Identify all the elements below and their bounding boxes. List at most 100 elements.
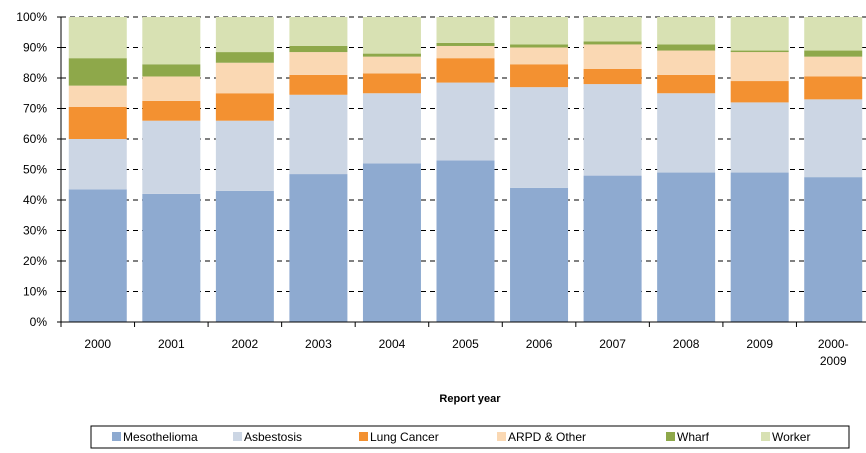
bar-segment-mesothelioma bbox=[730, 172, 789, 322]
y-tick-label: 70% bbox=[23, 102, 47, 116]
y-tick-label: 10% bbox=[23, 285, 47, 299]
legend-label: Worker bbox=[772, 430, 810, 444]
bar-segment-mesothelioma bbox=[68, 189, 127, 322]
bar-segment-mesothelioma bbox=[142, 193, 201, 322]
legend-item: Worker bbox=[761, 430, 810, 444]
bar-segment-asbestosis bbox=[215, 120, 274, 191]
bar-segment-lung-cancer bbox=[657, 74, 716, 94]
bar-segment-lung-cancer bbox=[362, 73, 421, 94]
bar-segment-mesothelioma bbox=[289, 174, 348, 322]
bar-segment-asbestosis bbox=[657, 93, 716, 173]
y-tick-label: 50% bbox=[23, 163, 47, 177]
bar-segment-arpd-other bbox=[804, 56, 863, 77]
bar-segment-arpd-other bbox=[215, 62, 274, 94]
y-tick-label: 20% bbox=[23, 254, 47, 268]
bar-segment-asbestosis bbox=[583, 84, 642, 176]
bar-segment-wharf bbox=[804, 50, 863, 57]
bar-segment-arpd-other bbox=[436, 45, 495, 59]
bar-segment-worker bbox=[289, 17, 348, 46]
bar-segment-lung-cancer bbox=[583, 68, 642, 85]
legend-swatch bbox=[666, 432, 675, 441]
x-tick-label: 2006 bbox=[526, 337, 553, 351]
bar-segment-arpd-other bbox=[68, 85, 127, 107]
legend-label: Asbestosis bbox=[244, 430, 302, 444]
bar-segment-lung-cancer bbox=[142, 100, 201, 121]
bar-segment-asbestosis bbox=[362, 93, 421, 164]
y-tick-label: 0% bbox=[30, 315, 48, 329]
bar-segment-wharf bbox=[289, 45, 348, 53]
bar-segment-wharf bbox=[583, 41, 642, 45]
bar-segment-arpd-other bbox=[289, 52, 348, 75]
y-tick-label: 40% bbox=[23, 193, 47, 207]
bar-segment-worker bbox=[436, 17, 495, 43]
bar-segment-worker bbox=[142, 17, 201, 65]
bar-segment-lung-cancer bbox=[215, 93, 274, 121]
x-tick-label: 2005 bbox=[452, 337, 479, 351]
bar-segment-mesothelioma bbox=[362, 163, 421, 322]
bar-segment-arpd-other bbox=[583, 44, 642, 69]
x-tick-label: 2000-2009 bbox=[818, 337, 849, 368]
x-tick-label: 2009 bbox=[746, 337, 773, 351]
x-tick-label: 2000 bbox=[84, 337, 111, 351]
legend-swatch bbox=[761, 432, 770, 441]
y-tick-label: 80% bbox=[23, 71, 47, 85]
x-tick-label: 2008 bbox=[673, 337, 700, 351]
bar-segment-asbestosis bbox=[730, 102, 789, 173]
legend-swatch bbox=[112, 432, 121, 441]
bar-segment-lung-cancer bbox=[510, 64, 569, 88]
bar-segment-arpd-other bbox=[142, 76, 201, 101]
legend-item: Asbestosis bbox=[233, 430, 302, 444]
bar-segment-asbestosis bbox=[804, 99, 863, 178]
bar-segment-arpd-other bbox=[510, 47, 569, 65]
y-tick-label: 60% bbox=[23, 132, 47, 146]
bar-segment-lung-cancer bbox=[730, 81, 789, 103]
bar-segment-worker bbox=[362, 17, 421, 54]
bar-segment-wharf bbox=[68, 58, 127, 86]
x-tick-label: 2004 bbox=[379, 337, 406, 351]
bar-segment-wharf bbox=[657, 44, 716, 51]
legend-label: Lung Cancer bbox=[370, 430, 439, 444]
legend-swatch bbox=[359, 432, 368, 441]
x-tick-label: 2007 bbox=[599, 337, 626, 351]
bar-segment-mesothelioma bbox=[583, 175, 642, 322]
bar-segment-lung-cancer bbox=[436, 58, 495, 83]
legend-item: Wharf bbox=[666, 430, 710, 444]
bar-area bbox=[68, 17, 863, 322]
bar-segment-wharf bbox=[510, 44, 569, 48]
bar-segment-worker bbox=[215, 17, 274, 53]
x-tick-label: 2003 bbox=[305, 337, 332, 351]
bar-segment-worker bbox=[730, 17, 789, 51]
bar-segment-worker bbox=[68, 17, 127, 59]
legend-label: Wharf bbox=[677, 430, 710, 444]
legend-item: Lung Cancer bbox=[359, 430, 439, 444]
bar-segment-mesothelioma bbox=[804, 177, 863, 322]
bar-segment-wharf bbox=[436, 42, 495, 46]
x-tick-labels: 2000 2001 2002 2003 2004 2005 2006 2007 2008 2009… bbox=[84, 337, 848, 368]
bar-segment-mesothelioma bbox=[657, 172, 716, 322]
x-axis-label: Report year bbox=[439, 393, 501, 405]
bar-segment-worker bbox=[583, 17, 642, 42]
legend-label: ARPD & Other bbox=[508, 430, 586, 444]
bar-segment-worker bbox=[657, 17, 716, 45]
legend-swatch bbox=[497, 432, 506, 441]
bar-segment-lung-cancer bbox=[289, 74, 348, 95]
bar-segment-asbestosis bbox=[142, 120, 201, 194]
bar-segment-arpd-other bbox=[730, 52, 789, 82]
legend-label: Mesothelioma bbox=[123, 430, 198, 444]
bar-segment-mesothelioma bbox=[436, 160, 495, 322]
bar-segment-asbestosis bbox=[436, 82, 495, 161]
bar-segment-lung-cancer bbox=[68, 106, 127, 139]
bar-segment-arpd-other bbox=[362, 56, 421, 74]
legend-item: Mesothelioma bbox=[112, 430, 198, 444]
legend-box bbox=[90, 425, 850, 449]
bar-segment-asbestosis bbox=[289, 94, 348, 175]
bar-segment-wharf bbox=[362, 53, 421, 57]
bar-segment-worker bbox=[804, 17, 863, 51]
bar-segment-mesothelioma bbox=[215, 190, 274, 322]
legend-swatch bbox=[233, 432, 242, 441]
bar-segment-lung-cancer bbox=[804, 76, 863, 100]
y-tick-label: 100% bbox=[16, 10, 47, 24]
bar-segment-worker bbox=[510, 17, 569, 45]
legend-item: ARPD & Other bbox=[497, 430, 586, 444]
